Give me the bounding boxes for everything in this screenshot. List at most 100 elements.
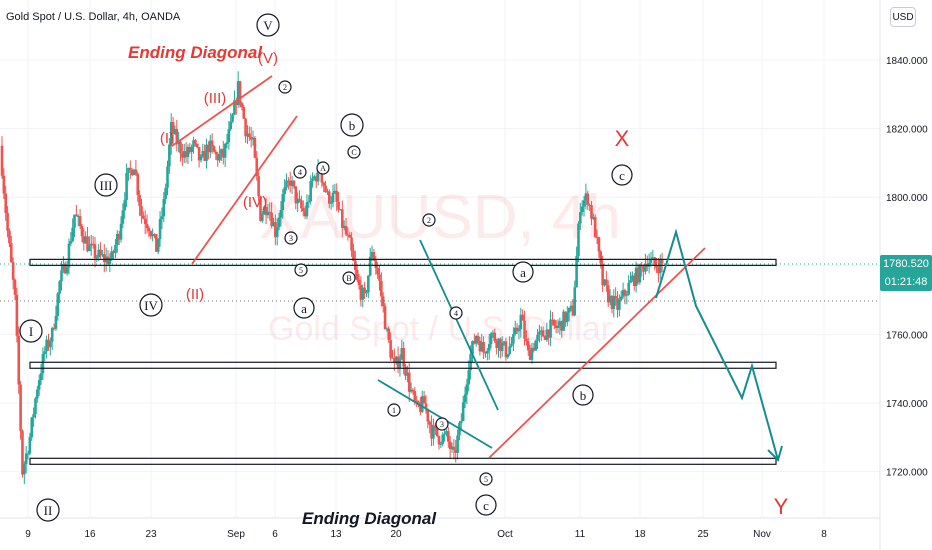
candle-body xyxy=(285,180,288,188)
candle-body xyxy=(182,151,186,158)
candle-body xyxy=(660,259,664,264)
candle-body xyxy=(123,200,127,211)
candle-body xyxy=(632,275,636,287)
candle-body xyxy=(506,354,510,358)
candle-body xyxy=(36,389,39,399)
sr-zone-line xyxy=(29,457,777,465)
candle-body xyxy=(473,340,476,344)
candle-body xyxy=(508,346,511,355)
trend-line xyxy=(191,115,298,265)
candle-body xyxy=(41,353,45,374)
candle-body xyxy=(112,251,115,253)
candle-body xyxy=(13,279,17,295)
candle-body xyxy=(350,237,353,251)
candle-body xyxy=(251,137,255,140)
candle-body xyxy=(259,196,262,221)
candle-body xyxy=(303,211,307,217)
candle-body xyxy=(500,343,504,351)
candle-body xyxy=(43,351,47,354)
candle-body xyxy=(460,421,463,423)
candle-body xyxy=(177,141,180,145)
candle-body xyxy=(616,298,619,310)
wave-label: b xyxy=(580,388,587,403)
candle-body xyxy=(84,236,87,244)
candle-body xyxy=(564,311,567,323)
candle-body xyxy=(556,325,560,328)
candle-body xyxy=(394,356,398,364)
candle-body xyxy=(114,244,117,253)
wave-label: (I) xyxy=(160,130,174,147)
wave-label: 4 xyxy=(454,309,458,318)
y-tick-label: 1840.000 xyxy=(886,56,928,67)
wave-label-circle xyxy=(422,213,436,227)
wave-label-circle xyxy=(36,498,60,522)
candle-body xyxy=(314,176,318,182)
candle-body xyxy=(34,398,37,415)
candle-body xyxy=(37,380,41,390)
candle-body xyxy=(65,267,69,274)
candle-body xyxy=(363,287,366,293)
wave-label: V xyxy=(263,18,273,33)
candle-body xyxy=(287,180,290,182)
candle-body xyxy=(584,193,588,201)
candle-body xyxy=(60,270,63,282)
wave-label: 5 xyxy=(484,475,488,484)
wave-label-circle xyxy=(316,161,330,175)
y-tick-label: 1820.000 xyxy=(886,125,928,136)
candle-body xyxy=(582,200,586,207)
candle-body xyxy=(184,151,188,158)
candle-body xyxy=(623,290,627,296)
candle-body xyxy=(489,333,493,345)
candle-body xyxy=(257,176,260,197)
sr-zone-line xyxy=(29,258,777,266)
candle-body xyxy=(335,190,339,202)
candle-body xyxy=(93,244,97,259)
candle-body xyxy=(162,198,166,217)
candle-body xyxy=(406,372,409,376)
candle-body xyxy=(309,181,312,202)
candle-body xyxy=(357,279,361,286)
projection-path xyxy=(655,228,779,461)
candle-body xyxy=(173,129,177,134)
candle-body xyxy=(95,257,99,259)
candle-body xyxy=(435,428,439,437)
candle-body xyxy=(552,319,556,326)
candle-body xyxy=(608,295,612,303)
candle-body xyxy=(45,339,48,352)
candle-body xyxy=(216,154,220,161)
candle-body xyxy=(344,225,348,235)
wave-label: 1 xyxy=(392,406,396,415)
projection-arrowhead xyxy=(767,445,783,462)
wave-label-circle xyxy=(475,494,497,516)
candle-body xyxy=(367,275,370,293)
candle-body xyxy=(6,212,9,231)
candle-body xyxy=(642,266,645,272)
candle-body xyxy=(47,339,50,348)
candle-body xyxy=(54,315,58,329)
candle-body xyxy=(322,182,326,186)
x-tick-label: 13 xyxy=(330,529,342,540)
candle-body xyxy=(588,204,591,206)
wave-label-circle xyxy=(449,306,463,320)
candle-body xyxy=(543,336,547,340)
candle-body xyxy=(545,329,549,340)
wave-label: 2 xyxy=(283,83,287,92)
currency-button[interactable]: USD xyxy=(890,7,916,27)
candle-body xyxy=(212,146,216,152)
candle-body xyxy=(383,306,387,330)
candle-body xyxy=(368,256,372,276)
last-price-value: 1780.520 xyxy=(883,258,929,270)
wave-label: (II) xyxy=(186,286,204,303)
candle-body xyxy=(562,311,565,331)
candle-body xyxy=(493,332,497,342)
y-tick-label: 1760.000 xyxy=(886,330,928,341)
last-price-tag: 1780.520 01:21:48 xyxy=(880,255,932,291)
candle-body xyxy=(629,280,632,283)
candle-body xyxy=(380,280,383,297)
candle-body xyxy=(160,216,164,220)
candle-body xyxy=(512,334,515,344)
x-tick-label: Oct xyxy=(497,529,513,540)
candle-body xyxy=(599,251,603,264)
